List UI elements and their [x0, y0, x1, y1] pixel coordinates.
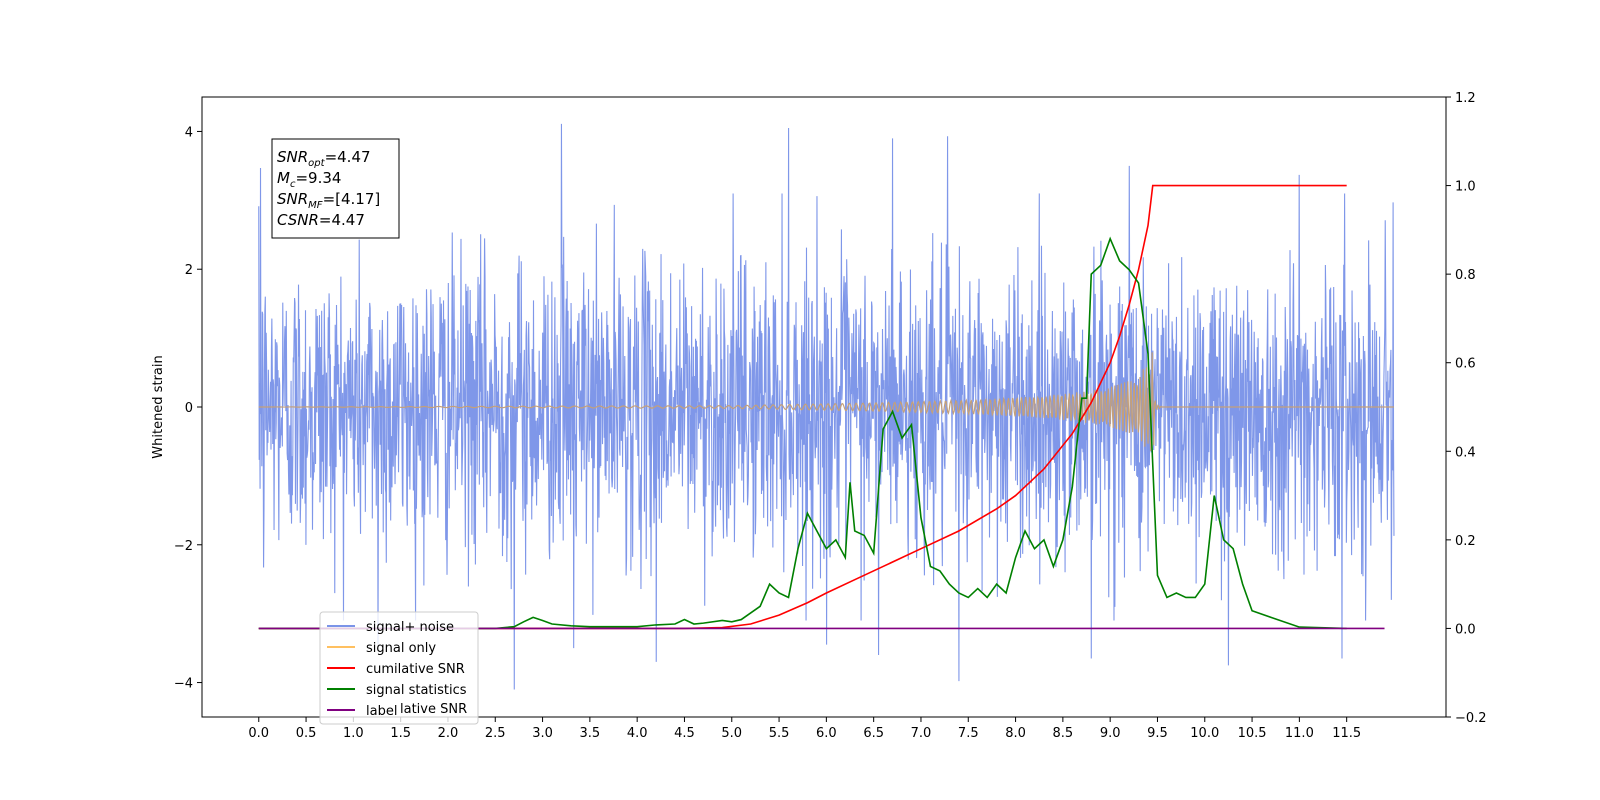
x-tick-label: 7.0 [911, 726, 932, 741]
x-tick-label: 1.0 [343, 726, 364, 741]
x-tick-label: 2.0 [438, 726, 459, 741]
y2-tick-label: 0.6 [1455, 357, 1476, 372]
legend-label: signal only [366, 641, 436, 656]
x-tick-label: 9.0 [1100, 726, 1121, 741]
x-tick-label: 1.5 [390, 726, 411, 741]
y2-tick-label: 0.8 [1455, 268, 1476, 283]
x-tick-label: 3.0 [532, 726, 553, 741]
y-tick-label: 2 [185, 263, 193, 278]
x-tick-label: 8.0 [1005, 726, 1026, 741]
y-tick-label: 4 [185, 125, 193, 140]
x-tick-label: 5.0 [721, 726, 742, 741]
series-cumilative-SNR [258, 184, 1347, 630]
x-tick-label: 0.5 [296, 726, 317, 741]
series-signal-only [258, 352, 1394, 452]
series-signal-plus-noise [258, 123, 1395, 690]
x-tick-label: 7.5 [958, 726, 979, 741]
x-tick-label: 11.5 [1332, 726, 1361, 741]
y-axis-right: −0.2 0.0 0.2 0.4 0.6 0.8 1.0 1.2 [1446, 91, 1487, 726]
legend-label: cumilative SNR [366, 662, 465, 677]
annotation-line: SNRopt=4.47 [277, 148, 371, 169]
annotation-line: CSNR=4.47 [277, 211, 365, 229]
y2-tick-label: 0.4 [1455, 445, 1476, 460]
x-tick-label: 6.5 [863, 726, 884, 741]
legend-overlapped-text: lative SNR [400, 702, 467, 717]
x-tick-label: 11.0 [1285, 726, 1314, 741]
x-tick-label: 8.5 [1053, 726, 1074, 741]
x-tick-label: 0.0 [248, 726, 269, 741]
x-tick-label: 4.0 [627, 726, 648, 741]
y2-tick-label: 1.2 [1455, 91, 1476, 106]
y-tick-label: 0 [185, 401, 193, 416]
y2-tick-label: 1.0 [1455, 180, 1476, 195]
y2-tick-label: 0.0 [1455, 622, 1476, 637]
y2-tick-label: 0.2 [1455, 534, 1476, 549]
y2-tick-label: −0.2 [1455, 711, 1487, 726]
series-layer [258, 123, 1395, 690]
x-tick-label: 4.5 [674, 726, 695, 741]
x-tick-label: 2.5 [485, 726, 506, 741]
x-tick-label: 10.0 [1190, 726, 1219, 741]
x-tick-label: 3.5 [580, 726, 601, 741]
legend: lative SNR signal+ noise signal only cumil… [319, 611, 479, 725]
x-tick-label: 6.0 [816, 726, 837, 741]
x-tick-label: 5.5 [769, 726, 790, 741]
x-axis: 0.0 0.5 1.0 1.5 2.0 2.5 3.0 3.5 4.0 4.5 5.0 5.5 6.0 6… [248, 717, 1361, 741]
legend-label: label [366, 704, 397, 719]
y-tick-label: −2 [174, 539, 193, 554]
x-tick-label: 9.5 [1147, 726, 1168, 741]
y-tick-label: −4 [174, 677, 193, 692]
legend-label: signal statistics [366, 683, 467, 698]
y-axis-left: −4 −2 0 2 4 [174, 125, 202, 692]
x-tick-label: 10.5 [1238, 726, 1267, 741]
legend-label: signal+ noise [366, 620, 454, 635]
annotation-line: Mc=9.34 [277, 169, 341, 190]
annotation-line: SNRMF=[4.17] [277, 190, 380, 211]
series-signal-statistics [258, 236, 1347, 630]
y-axis-label: Whitened strain [151, 355, 166, 458]
